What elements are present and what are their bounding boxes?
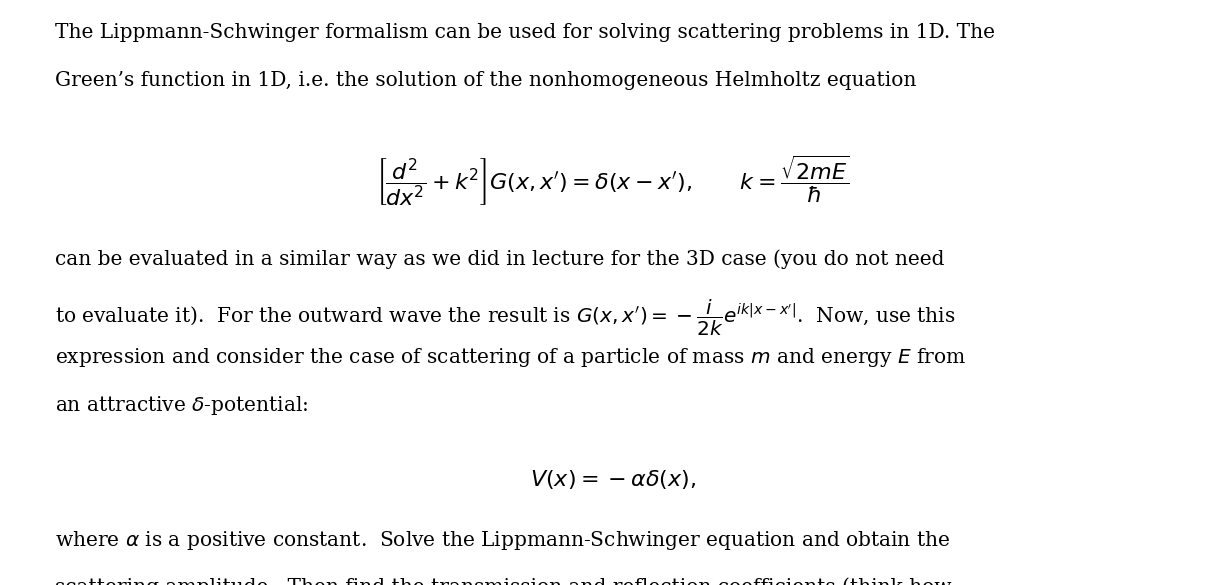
Text: can be evaluated in a similar way as we did in lecture for the 3D case (you do n: can be evaluated in a similar way as we … (55, 250, 945, 270)
Text: to evaluate it).  For the outward wave the result is $G(x, x') = -\dfrac{i}{2k}e: to evaluate it). For the outward wave th… (55, 298, 956, 338)
Text: where $\alpha$ is a positive constant.  Solve the Lippmann-Schwinger equation an: where $\alpha$ is a positive constant. S… (55, 529, 950, 552)
Text: an attractive $\delta$-potential:: an attractive $\delta$-potential: (55, 394, 309, 417)
Text: Green’s function in 1D, i.e. the solution of the nonhomogeneous Helmholtz equati: Green’s function in 1D, i.e. the solutio… (55, 71, 917, 90)
Text: expression and consider the case of scattering of a particle of mass $m$ and ene: expression and consider the case of scat… (55, 346, 966, 369)
Text: The Lippmann-Schwinger formalism can be used for solving scattering problems in : The Lippmann-Schwinger formalism can be … (55, 23, 996, 42)
Text: $\left[\dfrac{d^2}{dx^2} + k^2\right] G(x, x') = \delta(x - x'), \qquad k = \dfr: $\left[\dfrac{d^2}{dx^2} + k^2\right] G(… (376, 153, 850, 208)
Text: scattering amplitude.  Then find the transmission and reflection coefficients (t: scattering amplitude. Then find the tran… (55, 577, 951, 585)
Text: $V(x) = -\alpha\delta(x),$: $V(x) = -\alpha\delta(x),$ (530, 468, 696, 491)
